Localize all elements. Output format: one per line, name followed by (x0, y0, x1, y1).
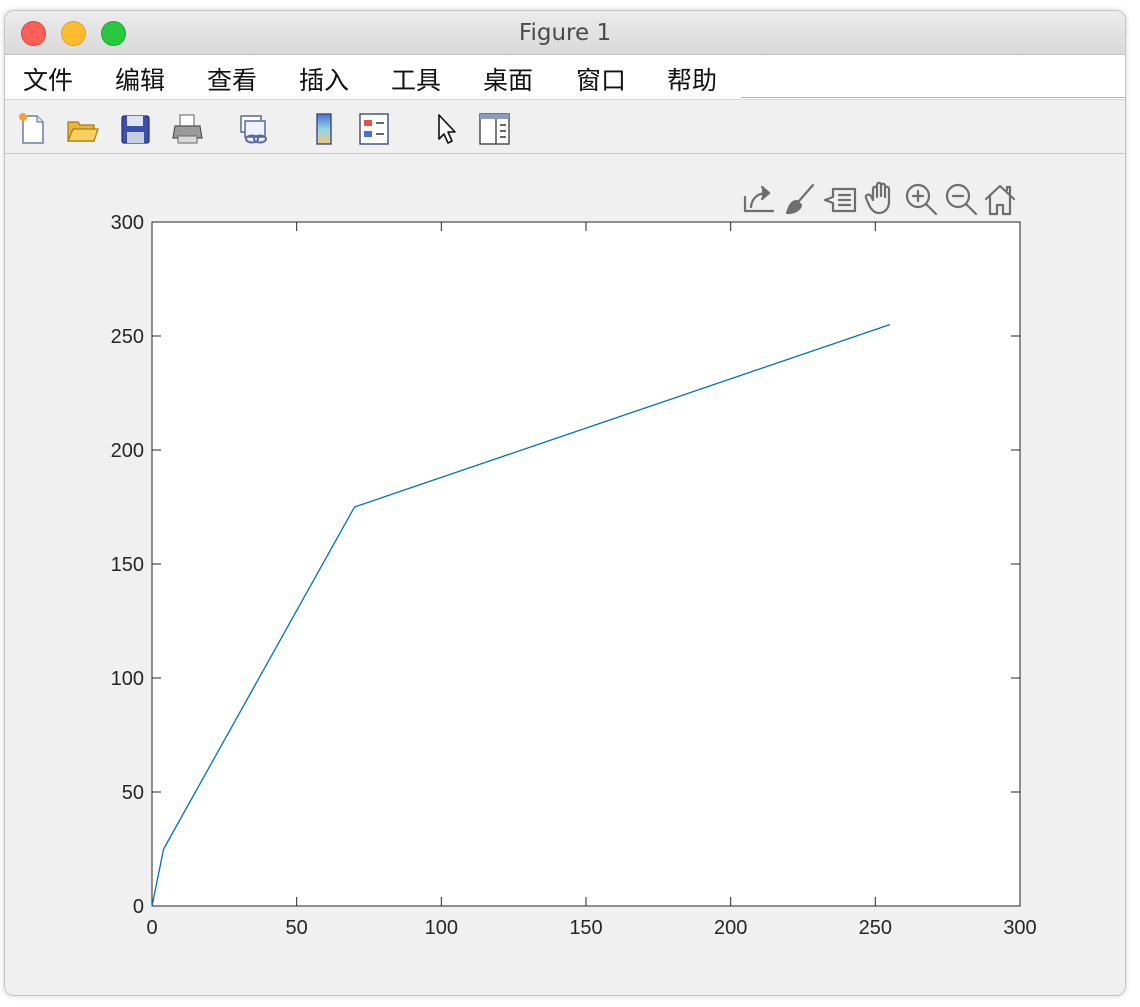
title-bar: Figure 1 (5, 11, 1125, 55)
line-chart[interactable]: 0 50 100 150 200 250 300 0 50 100 150 200 250 300 (5, 155, 1126, 996)
new-figure-icon[interactable] (15, 112, 49, 146)
open-file-icon[interactable] (65, 112, 99, 146)
export-icon[interactable] (743, 185, 775, 213)
colorbar-icon[interactable] (307, 112, 341, 146)
menu-insert[interactable]: 插入 (299, 66, 350, 95)
x-tick-label: 100 (425, 917, 458, 939)
link-plot-icon[interactable] (237, 112, 271, 146)
axes-box (151, 221, 1021, 907)
menu-edit[interactable]: 编辑 (115, 66, 166, 95)
pan-icon[interactable] (864, 181, 891, 215)
x-tick-label: 50 (286, 917, 308, 939)
data-tip-icon[interactable] (823, 187, 857, 213)
menu-help[interactable]: 帮助 (667, 66, 718, 95)
menu-window[interactable]: 窗口 (576, 66, 627, 95)
maximize-window-button[interactable] (101, 21, 126, 46)
y-tick-label: 0 (133, 896, 144, 918)
brush-icon[interactable] (785, 183, 815, 215)
save-icon[interactable] (119, 112, 153, 146)
edit-plot-arrow-icon[interactable] (431, 112, 465, 146)
x-tick-label: 150 (569, 917, 602, 939)
menu-view[interactable]: 查看 (207, 66, 258, 95)
menu-divider (741, 97, 1125, 98)
menu-file[interactable]: 文件 (23, 66, 74, 95)
zoom-in-icon[interactable] (905, 183, 938, 216)
property-inspector-icon[interactable] (477, 112, 511, 146)
print-icon[interactable] (171, 112, 205, 146)
y-tick-label: 250 (111, 326, 144, 348)
menu-desktop[interactable]: 桌面 (483, 66, 534, 95)
figure-toolbar (5, 99, 1125, 154)
axes-toolbar (743, 181, 1016, 216)
menu-tools[interactable]: 工具 (391, 66, 442, 95)
x-tick-label: 300 (1003, 917, 1036, 939)
zoom-out-icon[interactable] (945, 183, 978, 216)
y-tick-label: 50 (122, 782, 144, 804)
y-tick-label: 200 (111, 440, 144, 462)
legend-icon[interactable] (357, 112, 391, 146)
x-tick-label: 200 (714, 917, 747, 939)
minimize-window-button[interactable] (61, 21, 86, 46)
y-tick-label: 150 (111, 554, 144, 576)
y-tick-label: 300 (111, 212, 144, 234)
plot-area: 0 50 100 150 200 250 300 0 50 100 150 200 250 300 (5, 155, 1126, 996)
figure-window: Figure 1 文件 编辑 查看 插入 工具 桌面 窗口 帮助 (4, 10, 1126, 996)
home-icon[interactable] (984, 184, 1016, 216)
menu-bar: 文件 编辑 查看 插入 工具 桌面 窗口 帮助 (5, 55, 1125, 126)
y-tick-label: 100 (111, 668, 144, 690)
window-title: Figure 1 (518, 20, 612, 46)
series-line (151, 323, 891, 907)
x-tick-label: 250 (859, 917, 892, 939)
close-window-button[interactable] (21, 21, 46, 46)
x-tick-label: 0 (146, 917, 157, 939)
